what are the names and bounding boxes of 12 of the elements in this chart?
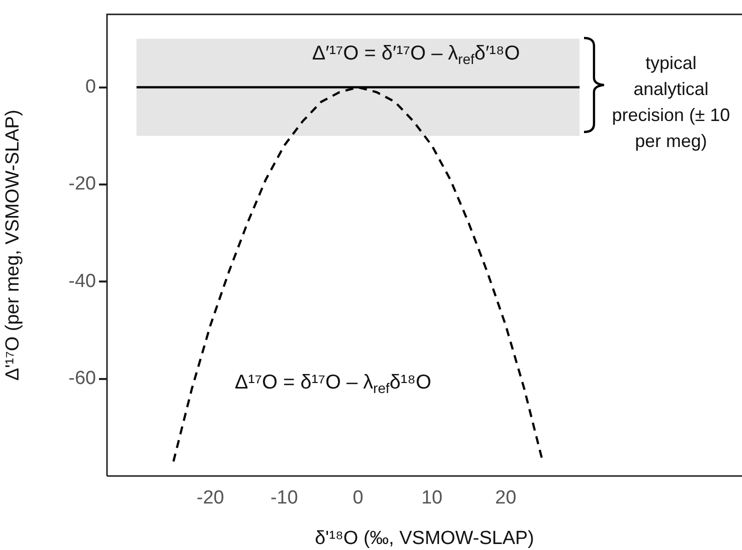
x-tick-label: -10 bbox=[270, 488, 298, 509]
annotation: typical analytical precision (± 10 per meg) bbox=[611, 52, 731, 153]
y-tick-label: -20 bbox=[68, 174, 96, 195]
y-tick-label: -60 bbox=[68, 368, 96, 390]
y-tick-label: -40 bbox=[68, 270, 96, 292]
x-tick-label: 0 bbox=[352, 488, 364, 509]
x-tick-label: -20 bbox=[196, 488, 224, 509]
x-axis-title: δ'¹⁸O (‰, VSMOW-SLAP) bbox=[314, 528, 534, 549]
y-tick-label: 0 bbox=[85, 76, 96, 98]
x-tick-label: 20 bbox=[495, 488, 516, 509]
x-tick-label: 10 bbox=[421, 488, 442, 509]
y-axis-title: Δ'¹⁷O (per meg, VSMOW-SLAP) bbox=[2, 110, 24, 381]
